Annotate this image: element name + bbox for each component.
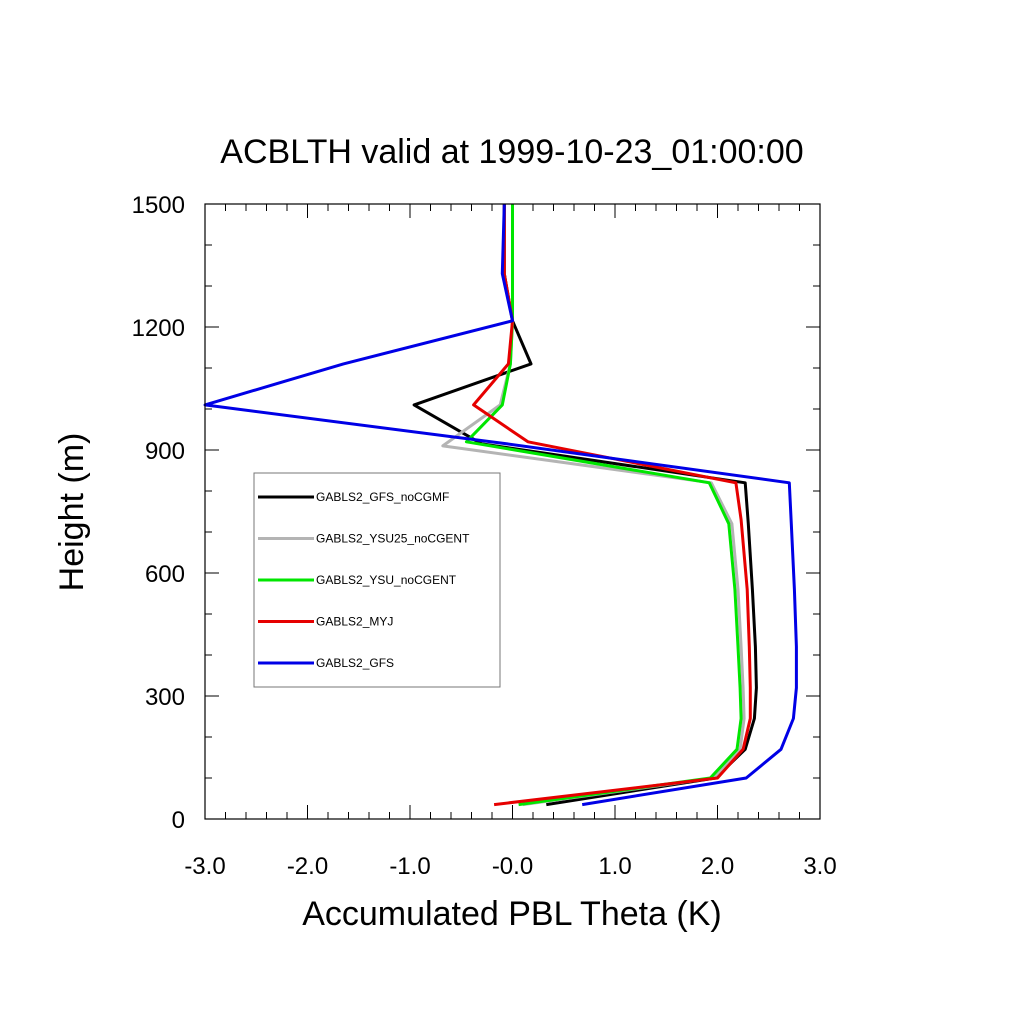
x-tick-label: 2.0 bbox=[701, 853, 734, 880]
legend-label: GABLS2_GFS_noCGMF bbox=[316, 490, 449, 504]
chart-title: ACBLTH valid at 1999-10-23_01:00:00 bbox=[220, 133, 803, 171]
legend: GABLS2_GFS_noCGMF GABLS2_YSU25_noCGENT GAB… bbox=[253, 472, 501, 688]
legend-label: GABLS2_MYJ bbox=[316, 615, 393, 629]
legend-label: GABLS2_YSU25_noCGENT bbox=[316, 532, 470, 546]
series-line-5 bbox=[203, 203, 798, 807]
y-tick-label: 1500 bbox=[132, 192, 185, 219]
series-line-1 bbox=[412, 204, 758, 807]
x-tick-label: -2.0 bbox=[287, 853, 328, 880]
y-tick-label: 1200 bbox=[132, 315, 185, 342]
x-axis-label: Accumulated PBL Theta (K) bbox=[302, 895, 722, 933]
x-tick-label: 1.0 bbox=[598, 853, 631, 880]
series-group bbox=[203, 203, 798, 807]
y-axis-label: Height (m) bbox=[53, 433, 91, 592]
y-tick-label: 300 bbox=[145, 684, 185, 711]
x-tick-label: -3.0 bbox=[184, 853, 225, 880]
y-tick-label: 0 bbox=[172, 807, 185, 834]
x-tick-label: -1.0 bbox=[389, 853, 430, 880]
legend-label: GABLS2_YSU_noCGENT bbox=[316, 573, 457, 587]
y-tick-label: 600 bbox=[145, 561, 185, 588]
legend-label: GABLS2_GFS bbox=[316, 656, 394, 670]
axis-ticks: -3.0 -2.0 -1.0 -0.0 1.0 2.0 3.0 0 300 600 900 1200 1… bbox=[132, 192, 837, 880]
x-tick-label: 3.0 bbox=[803, 853, 836, 880]
y-tick-label: 900 bbox=[145, 438, 185, 465]
series-line-4 bbox=[472, 204, 752, 807]
x-tick-label: -0.0 bbox=[492, 853, 533, 880]
plot-frame bbox=[204, 203, 821, 820]
